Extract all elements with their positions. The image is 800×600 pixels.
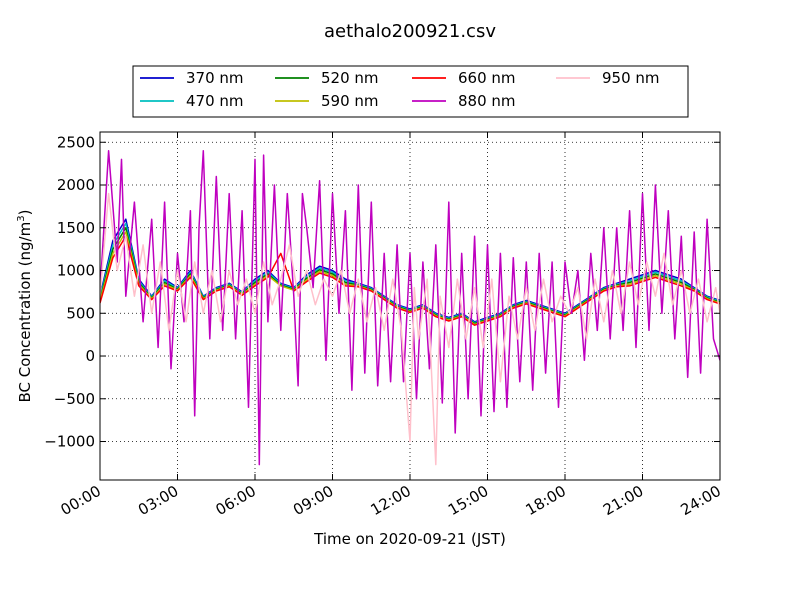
y-axis-label-main: BC Concentration (ng/m <box>16 222 34 403</box>
chart-title: aethalo200921.csv <box>324 21 496 42</box>
y-tick-label: 1000 <box>57 262 95 280</box>
y-tick-label: 0 <box>85 347 95 365</box>
y-tick-label: −500 <box>54 390 95 408</box>
series-line-880-nm <box>100 150 720 466</box>
legend-label: 370 nm <box>186 69 244 87</box>
y-axis-label: BC Concentration (ng/m3) <box>16 210 34 403</box>
y-tick-label: 2500 <box>57 133 95 151</box>
y-axis-label-superscript: 3 <box>16 215 27 221</box>
legend-frame <box>132 65 689 118</box>
x-axis-label: Time on 2020-09-21 (JST) <box>313 530 506 548</box>
y-tick-label: 500 <box>66 304 95 322</box>
y-tick-label: 2000 <box>57 176 95 194</box>
legend-label: 880 nm <box>458 92 516 110</box>
series-line-660-nm <box>100 235 720 326</box>
y-tick-label: 1500 <box>57 219 95 237</box>
legend-label: 950 nm <box>602 69 660 87</box>
legend-label: 660 nm <box>458 69 516 87</box>
legend-label: 590 nm <box>321 92 379 110</box>
legend: 370 nm 470 nm 520 nm 590 nm 660 nm 880 nm 950 … <box>132 65 689 118</box>
y-axis-label-close: ) <box>16 210 34 216</box>
legend-label: 520 nm <box>321 69 379 87</box>
y-tick-label: −1000 <box>44 433 95 451</box>
series-line-950-nm <box>100 192 720 466</box>
series-lines <box>100 150 720 466</box>
legend-label: 470 nm <box>186 92 244 110</box>
